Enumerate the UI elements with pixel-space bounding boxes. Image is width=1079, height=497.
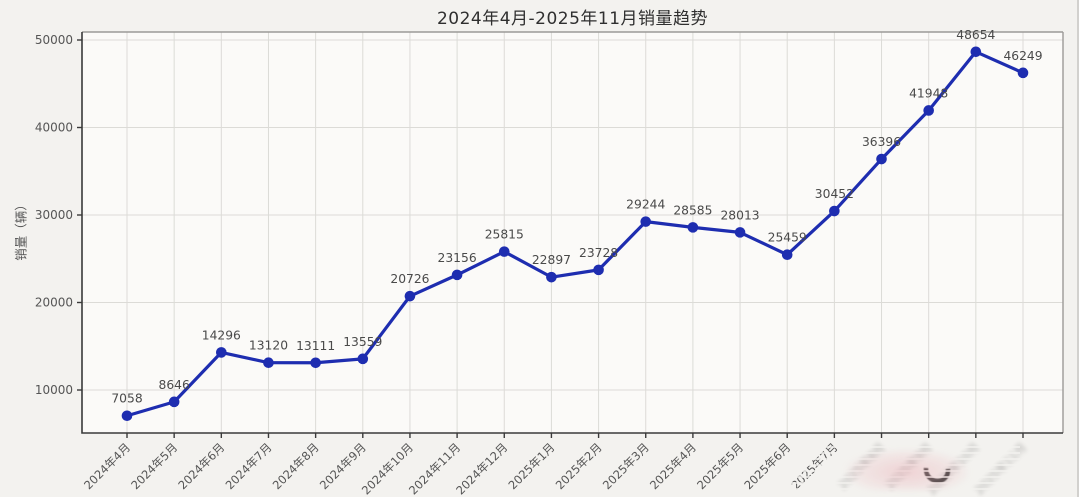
- value-label: 14296: [202, 328, 241, 342]
- data-point: [310, 357, 321, 369]
- data-point: [734, 227, 746, 238]
- value-label: 20726: [390, 272, 429, 286]
- data-point: [923, 105, 934, 116]
- x-tick-label: 2024年7月: [223, 440, 275, 492]
- chart-title: 2024年4月-2025年11月销量趋势: [436, 9, 709, 29]
- x-tick-label: 2025年1月: [506, 440, 558, 492]
- x-tick-label: 2024年8月: [270, 440, 322, 492]
- spine-left-bottom: [81, 32, 1063, 434]
- value-label: 36396: [862, 135, 901, 149]
- x-tick-label: 2025年2月: [553, 440, 605, 492]
- y-tick-label: 30000: [35, 208, 73, 222]
- y-tick-label: 40000: [35, 120, 73, 134]
- value-label: 13120: [249, 339, 288, 353]
- value-label: 7058: [111, 392, 142, 406]
- value-label: 13111: [296, 339, 335, 353]
- value-label: 28013: [720, 208, 759, 222]
- data-point: [498, 246, 510, 257]
- plot-area: [82, 32, 1063, 433]
- data-point: [546, 271, 557, 283]
- value-label: 8646: [159, 378, 190, 392]
- data-point: [829, 205, 840, 217]
- x-tick-label: 2025年4月: [647, 440, 699, 492]
- data-point: [404, 290, 416, 302]
- spine-top-right: [82, 31, 1064, 433]
- x-tick-label: 2025年7月: [788, 440, 840, 492]
- series-line: [125, 50, 1025, 418]
- value-label: 23156: [438, 251, 477, 265]
- data-point: [451, 269, 463, 281]
- x-tick-label: 2024年4月: [81, 440, 133, 492]
- value-label: 25815: [485, 228, 524, 242]
- data-point: [781, 249, 793, 261]
- value-label: 46249: [1003, 49, 1042, 63]
- value-label: 22897: [532, 253, 571, 267]
- value-label: 23728: [579, 246, 618, 260]
- data-point: [121, 410, 133, 422]
- data-point: [876, 153, 887, 165]
- x-tick-label: 2025年8月: [836, 440, 888, 492]
- x-tick-label: 2024年5月: [128, 440, 180, 492]
- data-point: [216, 347, 227, 358]
- data-point: [263, 357, 274, 369]
- x-tick-label: 2025年5月: [694, 440, 746, 492]
- y-tick-label: 10000: [35, 383, 73, 397]
- y-tick-label: 50000: [35, 33, 73, 47]
- data-point: [640, 216, 652, 227]
- value-label: 28585: [673, 203, 712, 217]
- value-label: 29244: [626, 198, 665, 212]
- value-label: 30452: [815, 187, 854, 201]
- data-point: [168, 396, 180, 408]
- data-point: [970, 46, 982, 58]
- y-tick-label: 20000: [35, 296, 73, 310]
- x-tick-label: 2025年3月: [600, 440, 652, 492]
- data-point: [357, 353, 369, 365]
- data-point: [687, 222, 699, 233]
- x-tick-label: 2025年6月: [741, 440, 793, 492]
- data-point: [1017, 67, 1029, 79]
- value-label: 25459: [768, 231, 807, 245]
- x-tick-label: 2024年6月: [175, 440, 227, 492]
- value-label: 13559: [343, 335, 382, 349]
- value-label: 41948: [909, 86, 948, 100]
- value-label: 48654: [956, 28, 995, 42]
- data-point: [593, 264, 604, 276]
